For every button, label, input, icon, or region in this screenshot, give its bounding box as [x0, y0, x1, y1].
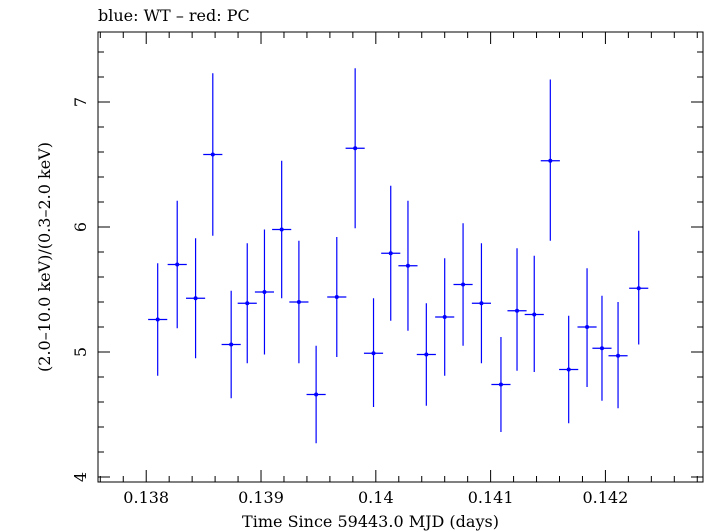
data-point	[629, 230, 649, 345]
data-point	[608, 302, 628, 409]
x-tick-label: 0.142	[583, 488, 629, 507]
point-marker	[193, 296, 198, 301]
point-marker	[245, 301, 250, 306]
data-point	[381, 185, 401, 321]
axis-ticks	[98, 32, 703, 482]
point-marker	[353, 146, 358, 151]
data-point	[306, 345, 326, 444]
data-point	[577, 268, 597, 387]
point-marker	[442, 315, 447, 319]
point-marker	[210, 152, 215, 157]
point-marker	[405, 263, 410, 268]
data-point	[345, 68, 365, 229]
data-point	[435, 258, 455, 376]
point-marker	[424, 352, 429, 357]
x-axis-label: Time Since 59443.0 MJD (days)	[242, 512, 499, 531]
point-marker	[636, 286, 641, 291]
point-marker	[262, 290, 267, 294]
data-point	[559, 315, 579, 424]
data-point	[221, 290, 241, 399]
data-point	[416, 303, 436, 406]
data-point	[237, 243, 257, 364]
point-marker	[388, 251, 393, 256]
point-marker	[498, 382, 503, 387]
data-point	[398, 200, 418, 331]
point-marker	[599, 346, 604, 351]
chart-title: blue: WT – red: PC	[98, 6, 250, 25]
point-marker	[175, 262, 180, 267]
data-point	[167, 200, 187, 329]
data-point	[491, 337, 511, 432]
data-point	[540, 79, 560, 241]
x-tick-label: 0.14	[358, 488, 394, 507]
y-tick-label: 6	[71, 222, 90, 232]
x-tick-label: 0.139	[238, 488, 284, 507]
data-point	[148, 263, 168, 376]
data-point	[471, 243, 491, 364]
point-marker	[461, 282, 466, 287]
plot-border	[97, 31, 704, 483]
point-marker	[279, 227, 284, 232]
data-point	[289, 240, 309, 364]
point-marker	[229, 342, 234, 347]
data-point	[327, 237, 347, 357]
point-marker	[515, 308, 520, 313]
data-point	[524, 255, 544, 372]
data-point	[186, 238, 206, 359]
plot-frame	[97, 31, 704, 483]
point-marker	[155, 317, 160, 322]
point-marker	[616, 353, 621, 358]
point-marker	[371, 351, 376, 356]
point-marker	[532, 312, 537, 317]
y-tick-label: 7	[71, 97, 90, 107]
data-points	[148, 68, 649, 444]
y-axis-label: (2.0–10.0 keV)/(0.3–2.0 keV)	[35, 142, 54, 372]
data-point	[272, 160, 292, 299]
point-marker	[585, 325, 590, 329]
point-marker	[296, 300, 301, 304]
y-tick-label: 4	[71, 472, 90, 482]
x-tick-label: 0.138	[123, 488, 169, 507]
point-marker	[479, 301, 484, 306]
data-point	[592, 295, 612, 401]
point-marker	[566, 367, 571, 372]
data-point	[363, 298, 384, 407]
data-point	[254, 229, 275, 355]
tick-labels: 0.138 0.139 0.14 0.141 0.142 4 5 6 7	[71, 97, 628, 507]
y-tick-label: 5	[71, 347, 90, 357]
point-marker	[548, 158, 553, 163]
point-marker	[314, 392, 319, 397]
point-marker	[334, 295, 339, 299]
data-point	[203, 73, 223, 236]
data-point	[507, 248, 527, 371]
data-point	[453, 223, 473, 346]
x-tick-label: 0.141	[468, 488, 514, 507]
